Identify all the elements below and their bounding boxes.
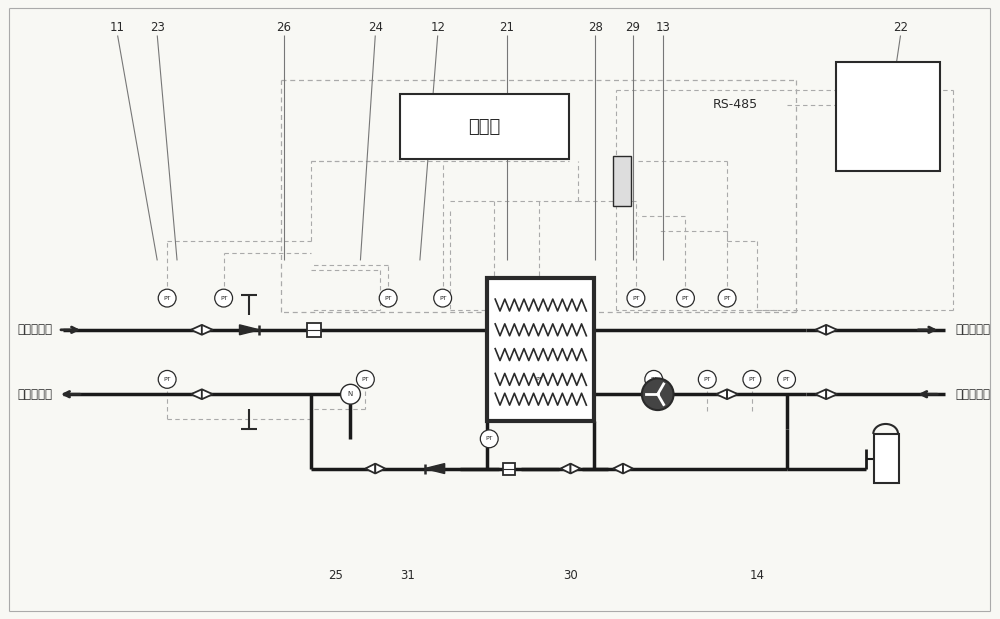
Text: 11: 11: [110, 21, 125, 34]
Text: 31: 31: [401, 569, 415, 582]
Polygon shape: [571, 464, 580, 474]
Text: PT: PT: [163, 296, 171, 301]
Circle shape: [645, 370, 663, 388]
Text: 22: 22: [893, 21, 908, 34]
Circle shape: [215, 289, 233, 307]
Bar: [836, 63, 940, 171]
Text: 二级网供水: 二级网供水: [955, 323, 990, 336]
Text: PT: PT: [439, 296, 446, 301]
Circle shape: [480, 430, 498, 448]
Text: PT: PT: [704, 377, 711, 382]
Polygon shape: [191, 389, 202, 399]
Polygon shape: [202, 325, 213, 335]
Bar: [613, 157, 631, 206]
Circle shape: [158, 370, 176, 388]
Polygon shape: [826, 325, 837, 335]
Bar: [400, 94, 569, 159]
Text: 一级网回水: 一级网回水: [18, 387, 53, 400]
Text: PT: PT: [783, 377, 790, 382]
Bar: [874, 434, 899, 483]
Text: PT: PT: [632, 296, 640, 301]
Circle shape: [356, 370, 374, 388]
Polygon shape: [425, 469, 445, 474]
Text: 23: 23: [150, 21, 165, 34]
Text: PT: PT: [362, 377, 369, 382]
Text: PT: PT: [748, 377, 756, 382]
Polygon shape: [727, 389, 738, 399]
Polygon shape: [716, 389, 727, 399]
Circle shape: [778, 370, 795, 388]
Text: PT: PT: [723, 296, 731, 301]
Text: PT: PT: [220, 296, 227, 301]
Polygon shape: [240, 325, 259, 330]
Text: RS-485: RS-485: [712, 98, 758, 111]
Polygon shape: [202, 389, 213, 399]
Circle shape: [677, 289, 694, 307]
Bar: [307, 323, 321, 337]
Polygon shape: [365, 464, 375, 474]
Text: PT: PT: [650, 377, 657, 382]
Circle shape: [158, 289, 176, 307]
Circle shape: [530, 370, 548, 388]
Text: 二级网回水: 二级网回水: [955, 387, 990, 400]
Text: 一次网供水: 一次网供水: [18, 323, 53, 336]
Text: PT: PT: [682, 296, 689, 301]
Text: N: N: [348, 391, 353, 397]
Polygon shape: [561, 464, 571, 474]
Text: 12: 12: [430, 21, 445, 34]
Text: 24: 24: [368, 21, 383, 34]
Text: 21: 21: [500, 21, 515, 34]
Circle shape: [379, 289, 397, 307]
Circle shape: [341, 384, 360, 404]
Text: 29: 29: [625, 21, 640, 34]
Polygon shape: [375, 464, 385, 474]
Circle shape: [698, 370, 716, 388]
Circle shape: [743, 370, 761, 388]
Circle shape: [434, 289, 452, 307]
Text: PT: PT: [163, 377, 171, 382]
Circle shape: [718, 289, 736, 307]
Polygon shape: [191, 325, 202, 335]
Polygon shape: [425, 464, 445, 469]
Text: 25: 25: [328, 569, 343, 582]
Polygon shape: [815, 389, 826, 399]
Polygon shape: [815, 325, 826, 335]
Text: 13: 13: [655, 21, 670, 34]
Text: 30: 30: [563, 569, 578, 582]
Circle shape: [627, 289, 645, 307]
Text: PT: PT: [485, 436, 493, 441]
Circle shape: [642, 378, 674, 410]
Text: 26: 26: [277, 21, 292, 34]
Polygon shape: [613, 464, 623, 474]
Bar: [503, 462, 515, 475]
Polygon shape: [623, 464, 633, 474]
Polygon shape: [826, 389, 837, 399]
Text: 28: 28: [588, 21, 603, 34]
Bar: [487, 279, 594, 421]
Text: 控制器: 控制器: [468, 118, 500, 136]
Text: 14: 14: [749, 569, 764, 582]
Text: PT: PT: [384, 296, 392, 301]
Text: PT: PT: [535, 377, 543, 382]
Polygon shape: [240, 330, 259, 335]
